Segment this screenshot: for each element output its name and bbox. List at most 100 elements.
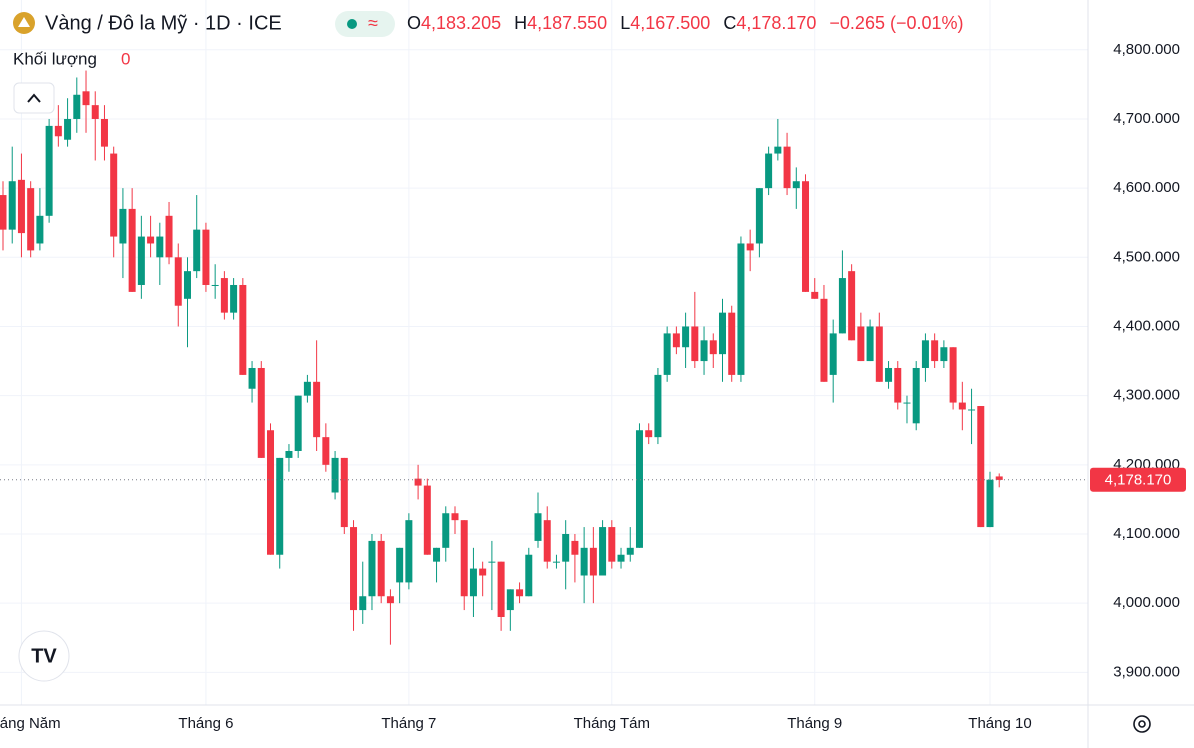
candle-body — [718, 312, 726, 355]
y-tick-label: 4,100.000 — [1113, 525, 1180, 542]
candle-body — [497, 561, 505, 617]
candle-body — [147, 236, 155, 244]
candle-body — [460, 520, 468, 597]
candle-body — [91, 105, 99, 119]
candle-body — [949, 347, 957, 403]
candle-body — [700, 340, 708, 362]
legend-label: O — [407, 13, 421, 33]
candle-body — [174, 257, 182, 306]
candle-body — [635, 430, 643, 548]
candle-body — [857, 326, 865, 362]
candle-body — [820, 298, 828, 382]
candle-body — [728, 312, 736, 375]
candle-body — [303, 381, 311, 396]
candle-body — [488, 561, 496, 563]
candle-body — [165, 215, 173, 258]
candle-body — [230, 284, 238, 313]
candle-body — [82, 91, 90, 106]
candle-body — [599, 527, 607, 576]
candle-body — [709, 340, 717, 355]
candle-body — [746, 243, 754, 251]
candle-body — [885, 367, 893, 382]
candle-body — [202, 229, 210, 285]
candle-body — [257, 367, 265, 458]
y-tick-label: 3,900.000 — [1113, 663, 1180, 680]
candle-body — [626, 547, 634, 555]
legend-label: H — [514, 13, 527, 33]
candle-body — [0, 195, 7, 230]
candle-body — [442, 513, 450, 548]
candle-body — [377, 540, 385, 597]
candle-body — [119, 208, 127, 244]
candle-body — [774, 146, 782, 154]
candle-body — [396, 547, 404, 583]
candle-body — [285, 450, 293, 458]
candle-body — [654, 374, 662, 438]
candle-body — [73, 94, 81, 119]
y-tick-label: 4,400.000 — [1113, 317, 1180, 334]
candle-body — [571, 540, 579, 555]
candle-body — [211, 284, 219, 286]
legend-label: C — [723, 13, 736, 33]
candle-body — [838, 278, 846, 334]
candle-body — [617, 554, 625, 562]
y-tick-label: 4,800.000 — [1113, 41, 1180, 58]
logo[interactable] — [18, 630, 70, 682]
candle-body — [802, 181, 810, 292]
legend-value: 4,178.170 — [736, 13, 816, 33]
candle-body — [552, 561, 560, 563]
candle-body — [589, 547, 597, 576]
legend-value: 4,187.550 — [527, 13, 607, 33]
candle-body — [875, 326, 883, 382]
last-price-label: 4,178.170 — [1105, 472, 1172, 489]
candle-body — [995, 476, 1003, 480]
legend-value: 4,167.500 — [630, 13, 710, 33]
candle-body — [894, 367, 902, 403]
volume-value: 0 — [121, 49, 130, 68]
candle-body — [313, 381, 321, 438]
candle-body — [645, 430, 653, 438]
candle-body — [276, 457, 284, 555]
candle-body — [562, 533, 570, 562]
candle-body — [682, 326, 690, 348]
candle-body — [866, 326, 874, 362]
legend-change: −0.265 (−0.01%) — [829, 13, 963, 33]
candle-body — [516, 589, 524, 597]
legend-value: 4,183.205 — [421, 13, 501, 33]
x-tick-label: Tháng 7 — [381, 715, 436, 732]
candle-body — [977, 406, 985, 528]
collapse-button[interactable] — [13, 82, 55, 114]
x-tick-label: Tháng Tám — [574, 715, 650, 732]
x-tick-label: Tháng 9 — [787, 715, 842, 732]
candle-body — [912, 367, 920, 424]
candle-body — [663, 333, 671, 375]
candle-body — [36, 215, 44, 244]
candle-body — [903, 402, 911, 404]
candle-body — [737, 243, 745, 375]
candle-body — [8, 181, 16, 230]
candle-body — [386, 596, 394, 604]
candle-body — [986, 479, 994, 528]
candle-body — [27, 188, 35, 251]
symbol-icon-glyph — [18, 17, 30, 27]
collapse-icon — [27, 93, 41, 103]
legend-label: L — [620, 13, 630, 33]
candle-body — [543, 520, 551, 562]
candle-body — [414, 478, 422, 486]
candle-body — [294, 395, 302, 451]
last-price-box — [1090, 467, 1186, 492]
candle-body — [940, 347, 948, 362]
candle-body — [193, 229, 201, 272]
status-pill[interactable] — [335, 11, 395, 37]
candle-body — [17, 179, 25, 234]
candle-body — [968, 409, 976, 411]
candle-body — [128, 208, 136, 292]
settings-icon[interactable] — [1133, 715, 1151, 733]
candle-body — [931, 340, 939, 362]
candle-body — [469, 568, 477, 597]
candle-body — [783, 146, 791, 189]
candle-body — [368, 540, 376, 597]
y-tick-label: 4,500.000 — [1113, 248, 1180, 265]
x-tick-label: Tháng 6 — [178, 715, 233, 732]
